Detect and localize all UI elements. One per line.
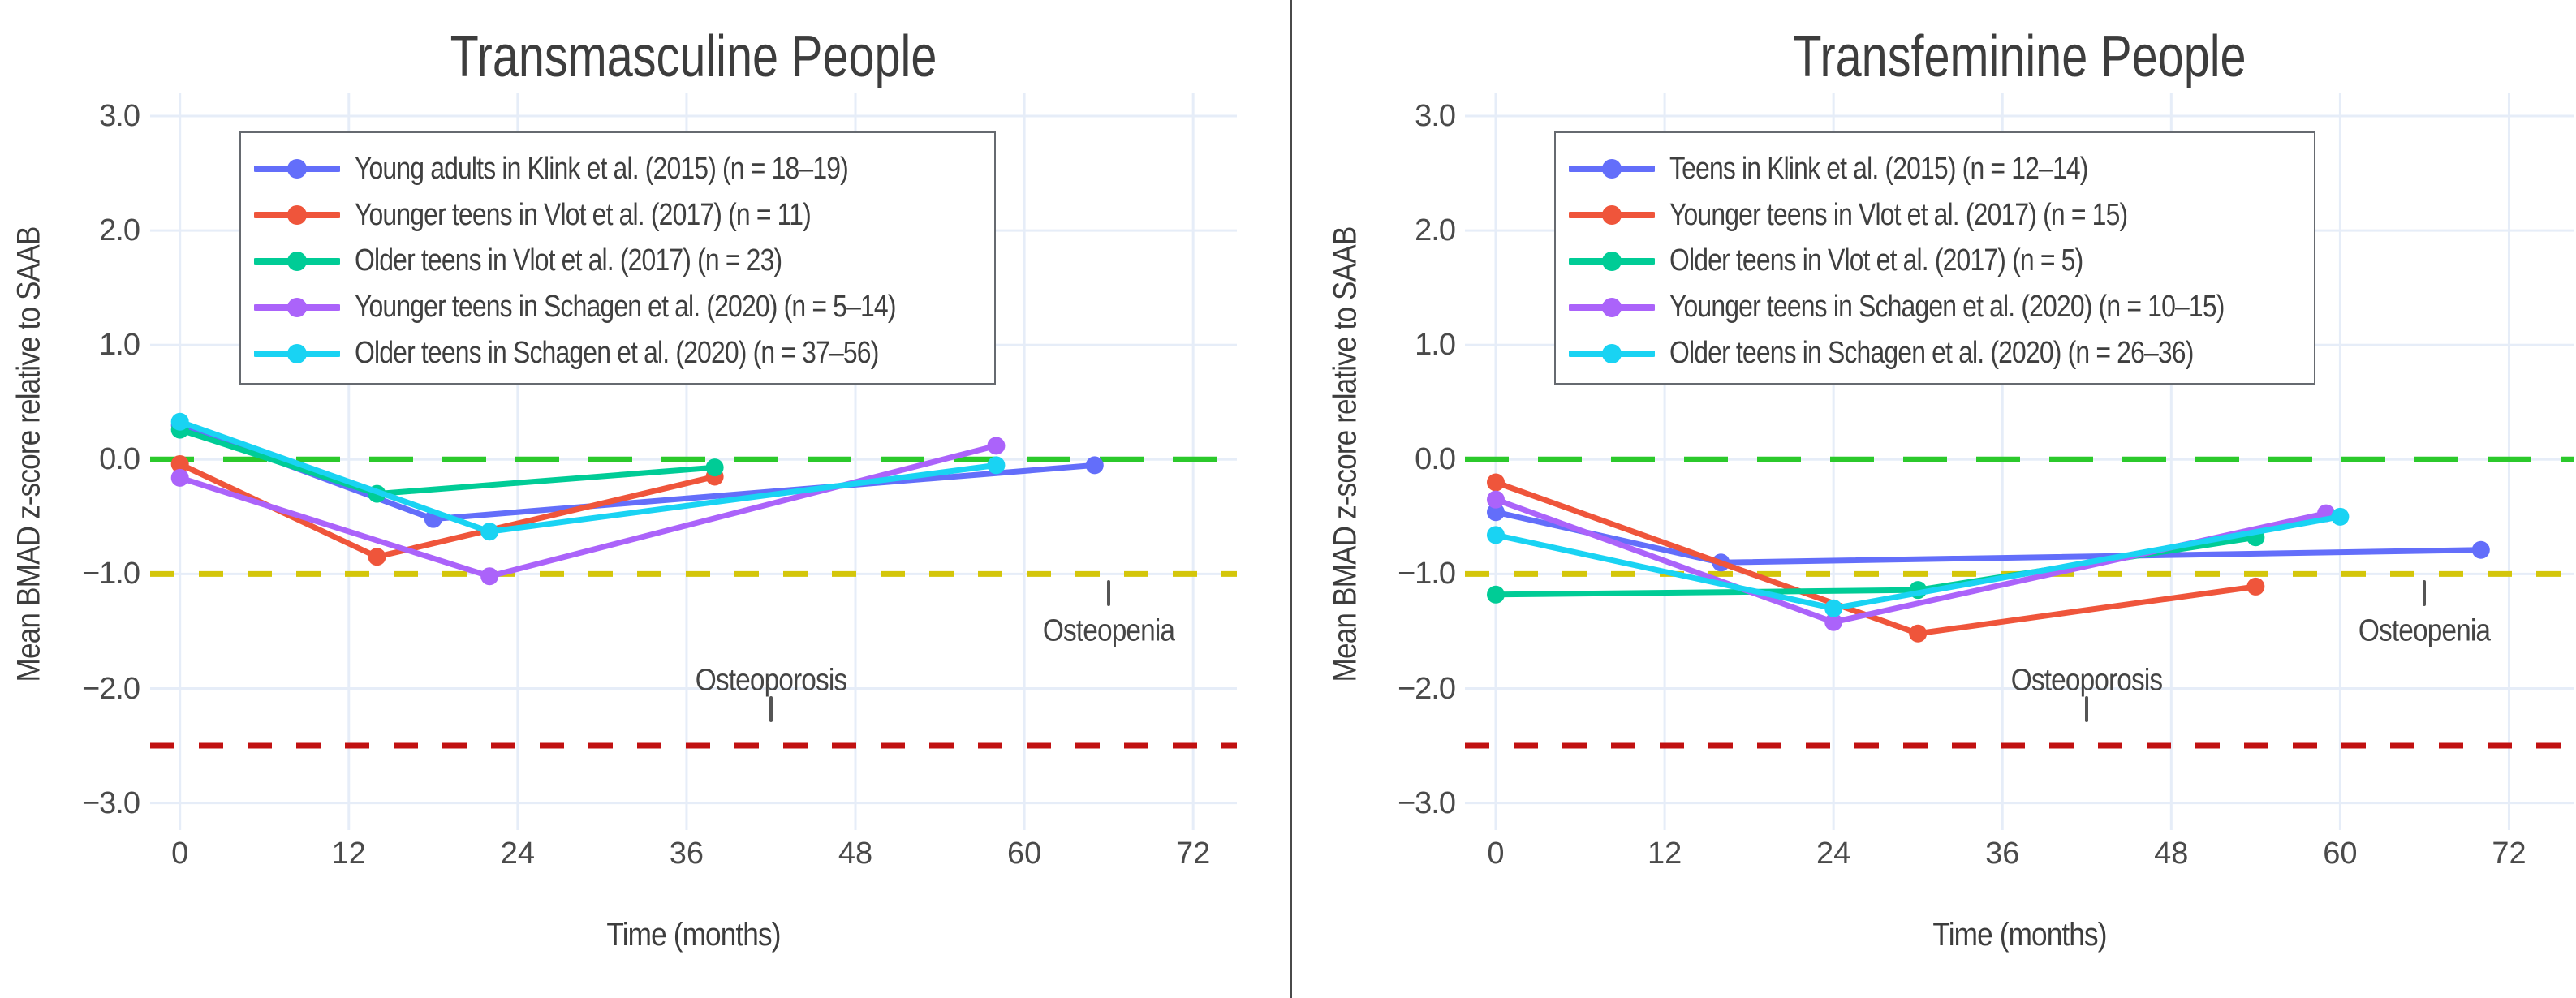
annotation-tick-osteopenia xyxy=(2423,580,2427,607)
data-point xyxy=(1085,456,1104,475)
annotation-osteopenia: Osteopenia xyxy=(1043,613,1175,648)
legend-item: Older teens in Vlot et al. (2017) (n = 5… xyxy=(1569,239,2306,285)
series-line-2 xyxy=(1493,534,2259,598)
legend-item: Older teens in Vlot et al. (2017) (n = 2… xyxy=(254,239,986,285)
data-point xyxy=(1824,599,1843,617)
y-tick-label: −1.0 xyxy=(1397,557,1456,591)
legend-item: Older teens in Schagen et al. (2020) (n … xyxy=(1569,330,2306,376)
data-point xyxy=(1487,490,1505,509)
x-tick-label: 0 xyxy=(1487,837,1505,871)
y-tick-label: −2.0 xyxy=(1397,671,1456,706)
legend-item-label: Teens in Klink et al. (2015) (n = 12–14) xyxy=(1669,151,2088,186)
data-point xyxy=(480,523,499,541)
x-axis-title-transfeminine: Time (months) xyxy=(1932,917,2107,953)
legend-transmasculine: Young adults in Klink et al. (2015) (n =… xyxy=(239,131,996,385)
data-point xyxy=(987,437,1006,455)
legend-item: Younger teens in Schagen et al. (2020) (… xyxy=(254,284,986,330)
legend-item-label: Young adults in Klink et al. (2015) (n =… xyxy=(355,151,849,186)
legend-transfeminine: Teens in Klink et al. (2015) (n = 12–14)… xyxy=(1554,131,2315,385)
annotation-tick-osteoporosis xyxy=(2085,695,2089,722)
data-point xyxy=(1487,473,1505,492)
legend-item: Younger teens in Vlot et al. (2017) (n =… xyxy=(254,192,986,239)
legend-item-label: Younger teens in Schagen et al. (2020) (… xyxy=(355,290,896,325)
annotation-tick-osteoporosis xyxy=(769,695,773,722)
data-point xyxy=(170,454,189,473)
x-tick-label: 60 xyxy=(2323,837,2358,871)
data-point xyxy=(1487,503,1505,522)
legend-swatch-icon xyxy=(1569,297,1655,317)
x-tick-label: 24 xyxy=(500,837,535,871)
annotation-osteopenia: Osteopenia xyxy=(2358,613,2491,648)
y-tick-label: −1.0 xyxy=(81,557,140,591)
data-point xyxy=(170,412,189,431)
data-point xyxy=(705,458,724,477)
x-tick-label: 36 xyxy=(669,837,704,871)
data-point xyxy=(480,567,499,586)
y-tick-label: 3.0 xyxy=(99,99,140,133)
y-tick-label: 1.0 xyxy=(1415,328,1456,363)
data-point xyxy=(1487,585,1505,604)
legend-swatch-icon xyxy=(1569,343,1655,363)
x-tick-label: 72 xyxy=(1176,837,1211,871)
x-tick-label: 48 xyxy=(2154,837,2189,871)
legend-swatch-icon xyxy=(254,159,340,179)
y-tick-label: 0.0 xyxy=(1415,442,1456,477)
x-tick-label: 60 xyxy=(1006,837,1042,871)
data-point xyxy=(2471,540,2490,559)
legend-item: Teens in Klink et al. (2015) (n = 12–14) xyxy=(1569,146,2306,192)
legend-item-label: Older teens in Schagen et al. (2020) (n … xyxy=(355,336,879,371)
annotation-osteoporosis: Osteoporosis xyxy=(695,663,847,698)
legend-swatch-icon xyxy=(254,343,340,363)
legend-swatch-icon xyxy=(254,251,340,271)
legend-item-label: Younger teens in Schagen et al. (2020) (… xyxy=(1669,290,2225,325)
chart-title-transfeminine: Transfeminine People xyxy=(1793,24,2246,89)
legend-item-label: Older teens in Vlot et al. (2017) (n = 5… xyxy=(1669,243,2083,278)
annotation-tick-osteopenia xyxy=(1107,580,1111,607)
y-tick-label: −3.0 xyxy=(1397,785,1456,820)
legend-swatch-icon xyxy=(254,297,340,317)
data-point xyxy=(1487,526,1505,544)
legend-item-label: Older teens in Vlot et al. (2017) (n = 2… xyxy=(355,243,782,278)
x-axis-title-transmasculine: Time (months) xyxy=(606,917,781,953)
chart-title-transmasculine: Transmasculine People xyxy=(450,24,937,89)
y-tick-label: 1.0 xyxy=(99,328,140,363)
x-tick-label: 48 xyxy=(838,837,873,871)
y-tick-label: −2.0 xyxy=(81,671,140,706)
data-point xyxy=(2246,577,2265,596)
x-tick-label: 12 xyxy=(1647,837,1682,871)
legend-swatch-icon xyxy=(254,205,340,226)
x-tick-label: 0 xyxy=(171,837,189,871)
x-tick-label: 72 xyxy=(2492,837,2526,871)
data-point xyxy=(368,548,386,566)
legend-swatch-icon xyxy=(1569,251,1655,271)
legend-item: Young adults in Klink et al. (2015) (n =… xyxy=(254,146,986,192)
legend-swatch-icon xyxy=(1569,159,1655,179)
legend-item: Younger teens in Vlot et al. (2017) (n =… xyxy=(1569,192,2306,239)
y-tick-label: 2.0 xyxy=(99,213,140,248)
y-tick-label: −3.0 xyxy=(81,785,140,820)
legend-item-label: Younger teens in Vlot et al. (2017) (n =… xyxy=(1669,197,2128,232)
y-tick-label: 0.0 xyxy=(99,442,140,477)
data-point xyxy=(1909,624,1928,643)
legend-item-label: Younger teens in Vlot et al. (2017) (n =… xyxy=(355,197,812,232)
x-tick-label: 36 xyxy=(1985,837,2020,871)
x-tick-label: 12 xyxy=(331,837,366,871)
y-tick-label: 2.0 xyxy=(1415,213,1456,248)
annotation-osteoporosis: Osteoporosis xyxy=(2011,663,2163,698)
y-tick-label: 3.0 xyxy=(1415,99,1456,133)
data-point xyxy=(2331,507,2350,526)
data-point xyxy=(987,456,1006,475)
legend-item: Older teens in Schagen et al. (2020) (n … xyxy=(254,330,986,376)
data-point xyxy=(1824,613,1843,631)
x-tick-label: 24 xyxy=(1816,837,1851,871)
data-point xyxy=(170,468,189,487)
legend-swatch-icon xyxy=(1569,205,1655,226)
legend-item-label: Older teens in Schagen et al. (2020) (n … xyxy=(1669,336,2194,371)
legend-item: Younger teens in Schagen et al. (2020) (… xyxy=(1569,284,2306,330)
panel-divider xyxy=(1290,0,1292,998)
